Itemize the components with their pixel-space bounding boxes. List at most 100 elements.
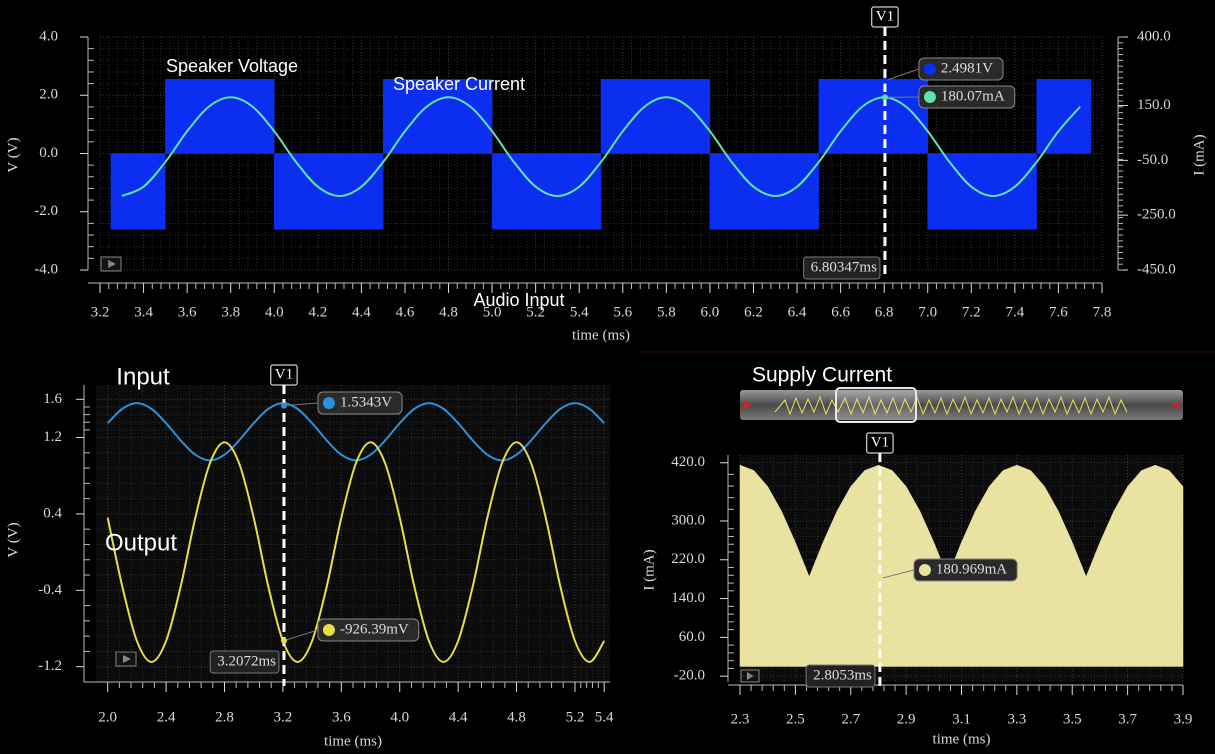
readout-box <box>317 391 403 415</box>
y-tick-label: 0.4 <box>43 505 62 521</box>
x-tick-label: 7.2 <box>962 304 981 320</box>
navigator-left-arrow[interactable] <box>744 401 752 409</box>
y-axis-label: V (V) <box>5 522 21 557</box>
x-tick-label: 7.8 <box>1093 304 1112 320</box>
y-tick-label: -2.0 <box>34 203 58 219</box>
x-axis-label: time (ms) <box>324 733 382 749</box>
readout-box <box>918 57 1004 81</box>
x-tick-label: 2.3 <box>731 711 750 727</box>
cursor-name: V1 <box>871 434 889 450</box>
x-tick-label: 5.8 <box>657 304 676 320</box>
x-tick-label: 3.1 <box>952 711 971 727</box>
x-tick-label: 7.4 <box>1005 304 1024 320</box>
series-label: Speaker Voltage <box>166 56 298 76</box>
readout-label: 2.4981V <box>941 60 993 76</box>
x-tick-label: 6.0 <box>701 304 720 320</box>
y-axis-label: V (V) <box>5 137 21 172</box>
cursor-name-box <box>871 6 899 28</box>
series-label: Input <box>116 363 170 390</box>
x-tick-label: 6.6 <box>831 304 850 320</box>
x-tick-label: 4.2 <box>308 304 327 320</box>
readout-point <box>280 402 287 409</box>
readout-dot <box>322 624 335 636</box>
series-label: Speaker Current <box>393 74 525 94</box>
readout-label: 180.07mA <box>941 88 1005 104</box>
readout-leader <box>283 629 319 642</box>
readout-point <box>881 94 888 101</box>
series-line <box>106 441 606 663</box>
readout-box <box>918 85 1016 109</box>
play-icon <box>123 655 131 663</box>
cursor-x-label: 2.8053ms <box>813 667 872 683</box>
cursor-x-box <box>209 650 280 674</box>
x-tick-label: 4.6 <box>396 304 415 320</box>
x-tick-label: 4.8 <box>439 304 458 320</box>
x-tick-label: 5.0 <box>483 304 502 320</box>
readout-leader <box>879 569 915 580</box>
overview-navigator[interactable] <box>740 387 1183 423</box>
y-tick-label: 60.0 <box>679 629 705 645</box>
x-tick-label: 6.4 <box>788 304 807 320</box>
readout-dot <box>918 564 931 576</box>
series-label: Output <box>105 529 177 556</box>
x-tick-label: 5.4 <box>570 304 589 320</box>
x-tick-label: 2.5 <box>786 711 805 727</box>
x-tick-label: 3.8 <box>221 304 240 320</box>
x-tick-label: 4.4 <box>449 709 468 725</box>
y-tick-label: 1.2 <box>43 429 62 445</box>
cursor-name-box <box>270 364 298 386</box>
x-tick-label: 4.8 <box>507 709 526 725</box>
readout-label: -926.39mV <box>340 621 409 637</box>
y-tick-label: -1.2 <box>38 658 62 674</box>
y2-tick-label: -250.0 <box>1137 207 1176 223</box>
x-tick-label: 2.9 <box>897 711 916 727</box>
readout-dot <box>923 91 936 103</box>
x-tick-label: 2.4 <box>157 709 176 725</box>
x-tick-label: 3.3 <box>1008 711 1027 727</box>
series-area <box>110 78 1092 230</box>
readout-dot <box>923 63 936 75</box>
annotation: Audio Input <box>473 290 564 310</box>
navigator-window[interactable] <box>835 387 917 423</box>
series-line <box>106 402 605 462</box>
x-tick-label: 5.2 <box>566 709 585 725</box>
x-tick-label: 5.4 <box>595 709 614 725</box>
cursor-x-label: 6.80347ms <box>811 259 877 275</box>
y2-tick-label: 400.0 <box>1137 28 1171 44</box>
x-tick-label: 2.0 <box>98 709 117 725</box>
x-tick-label: 7.6 <box>1049 304 1068 320</box>
cursor-x-label: 3.2072ms <box>217 653 276 669</box>
readout-point <box>280 637 287 644</box>
x-tick-label: 3.2 <box>274 709 293 725</box>
y-tick-label: 220.0 <box>671 551 705 567</box>
y-tick-label: -20.0 <box>674 668 705 684</box>
y-tick-label: 1.6 <box>43 391 62 407</box>
readout-label: 1.5343V <box>340 394 392 410</box>
series-line <box>121 96 1081 197</box>
x-tick-label: 5.6 <box>613 304 632 320</box>
x-tick-label: 6.2 <box>744 304 763 320</box>
x-tick-label: 4.4 <box>352 304 371 320</box>
y-tick-label: -0.4 <box>38 582 62 598</box>
readout-leader <box>283 402 318 407</box>
x-tick-label: 6.8 <box>875 304 894 320</box>
cursor-x-box <box>803 256 881 280</box>
x-tick-label: 3.7 <box>1118 711 1137 727</box>
x-axis-label: time (ms) <box>572 327 630 343</box>
readout-label: 180.969mA <box>936 561 1007 577</box>
cursor-name: V1 <box>876 8 894 24</box>
y2-tick-label: -450.0 <box>1137 261 1176 277</box>
x-tick-label: 3.6 <box>332 709 351 725</box>
y-tick-label: 0.0 <box>39 145 58 161</box>
readout-box <box>913 558 1018 582</box>
x-tick-label: 4.0 <box>265 304 284 320</box>
readout-point <box>876 575 883 582</box>
play-icon <box>747 672 754 680</box>
navigator-right-arrow[interactable] <box>1172 401 1180 409</box>
y-tick-label: 4.0 <box>39 28 58 44</box>
play-button[interactable] <box>100 256 122 272</box>
x-tick-label: 5.2 <box>526 304 545 320</box>
x-tick-label: 3.5 <box>1063 711 1082 727</box>
y-tick-label: 2.0 <box>39 87 58 103</box>
